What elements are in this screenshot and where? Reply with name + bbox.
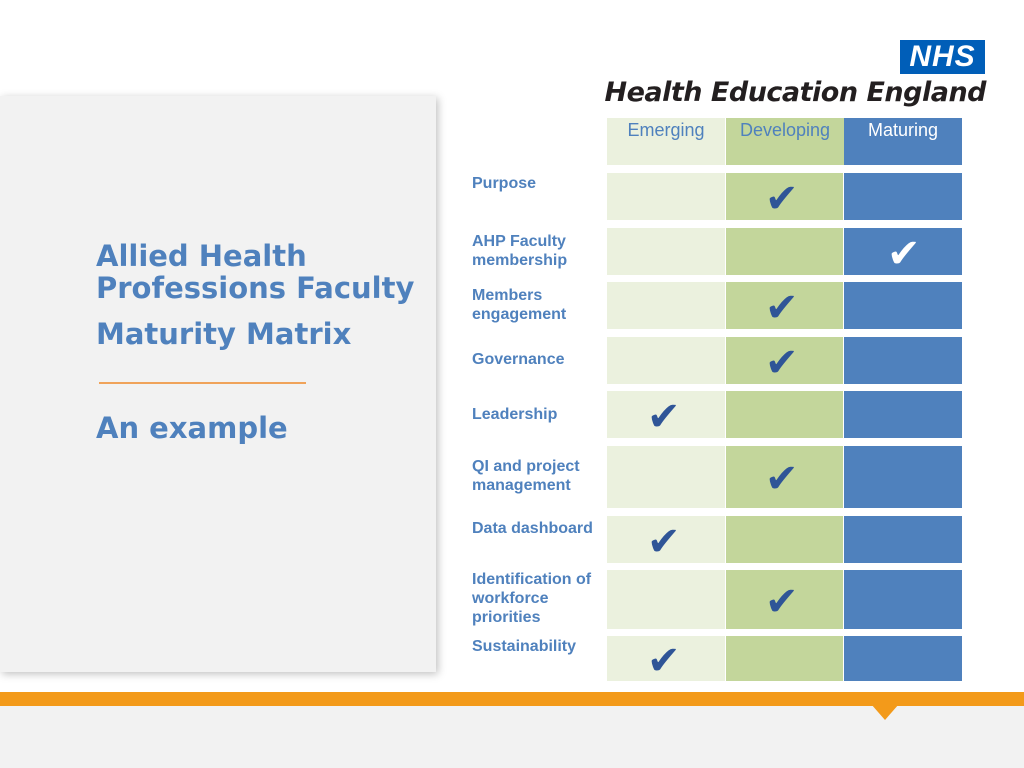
row-label: Purpose bbox=[472, 175, 537, 192]
matrix-cell-developing bbox=[726, 173, 843, 220]
check-icon: ✔ bbox=[765, 285, 799, 331]
matrix-cell-emerging bbox=[607, 228, 725, 275]
matrix-cell-emerging bbox=[607, 173, 725, 220]
matrix-cell-maturing bbox=[844, 173, 962, 220]
check-icon: ✔ bbox=[765, 340, 799, 386]
matrix-cell-developing bbox=[726, 282, 843, 329]
check-icon: ✔ bbox=[765, 456, 799, 502]
row-label: QI and project management bbox=[472, 458, 580, 494]
matrix-cell-developing bbox=[726, 636, 843, 681]
org-name: Health Education England bbox=[604, 77, 987, 108]
matrix-cell-emerging bbox=[607, 446, 725, 508]
matrix-cell-emerging bbox=[607, 570, 725, 629]
title-divider bbox=[99, 382, 306, 384]
matrix-cell-developing bbox=[726, 228, 843, 275]
matrix-cell-developing bbox=[726, 570, 843, 629]
row-label: Data dashboard bbox=[472, 520, 593, 537]
matrix-cell-maturing bbox=[844, 636, 962, 681]
row-label: AHP Faculty membership bbox=[472, 233, 568, 269]
matrix-cell-developing bbox=[726, 337, 843, 384]
matrix-cell-emerging bbox=[607, 516, 725, 563]
column-header-developing: Developing bbox=[726, 118, 844, 165]
title-line-3: Maturity Matrix bbox=[96, 317, 352, 351]
title-card bbox=[0, 96, 436, 672]
matrix-cell-developing bbox=[726, 446, 843, 508]
title-line-2: Professions Faculty bbox=[96, 271, 415, 305]
row-label: Sustainability bbox=[472, 638, 577, 655]
row-label: Leadership bbox=[472, 406, 558, 423]
row-label: Identification of workforce priorities bbox=[472, 571, 592, 626]
matrix-cell-developing bbox=[726, 391, 843, 438]
check-icon: ✔ bbox=[647, 394, 681, 440]
matrix-cell-maturing bbox=[844, 337, 962, 384]
check-icon: ✔ bbox=[647, 638, 681, 684]
check-icon: ✔ bbox=[765, 579, 799, 625]
matrix-cell-maturing bbox=[844, 228, 962, 275]
matrix-cell-maturing bbox=[844, 282, 962, 329]
matrix-cell-emerging bbox=[607, 282, 725, 329]
matrix-cell-emerging bbox=[607, 337, 725, 384]
matrix-cell-maturing bbox=[844, 446, 962, 508]
column-header-emerging: Emerging bbox=[607, 118, 725, 165]
matrix-cell-developing bbox=[726, 516, 843, 563]
title-line-1: Allied Health bbox=[96, 239, 307, 273]
footer bbox=[0, 706, 1024, 768]
row-label: Governance bbox=[472, 351, 565, 368]
check-icon: ✔ bbox=[765, 176, 799, 222]
matrix-cell-maturing bbox=[844, 391, 962, 438]
footer-notch bbox=[871, 704, 899, 720]
footer-accent-bar bbox=[0, 692, 1024, 706]
nhs-logo: NHS bbox=[900, 40, 985, 74]
matrix-cell-emerging bbox=[607, 391, 725, 438]
check-icon: ✔ bbox=[647, 519, 681, 565]
row-label: Members engagement bbox=[472, 287, 567, 323]
column-header-maturing: Maturing bbox=[844, 118, 962, 165]
matrix-cell-maturing bbox=[844, 570, 962, 629]
matrix-cell-emerging bbox=[607, 636, 725, 681]
page-title: Allied Health Professions Faculty Maturi… bbox=[96, 240, 426, 350]
check-icon: ✔ bbox=[887, 231, 921, 277]
page-subtitle: An example bbox=[96, 411, 288, 445]
matrix-cell-maturing bbox=[844, 516, 962, 563]
